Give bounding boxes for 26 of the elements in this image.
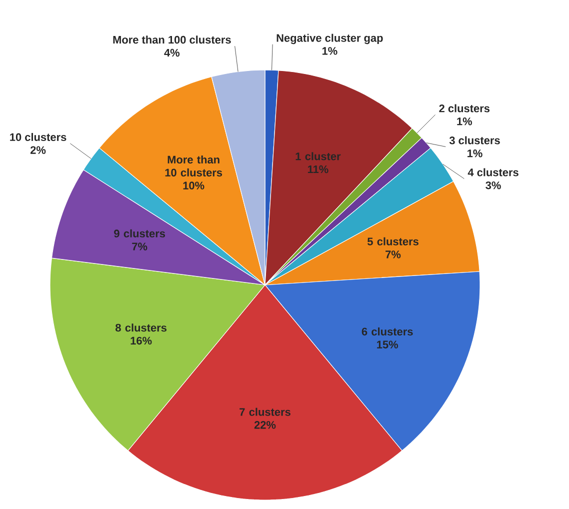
- data-label: 11%: [308, 165, 328, 174]
- data-label: 1%: [468, 150, 482, 158]
- data-label: 22%: [254, 421, 276, 429]
- slice-label: 3 clusters: [449, 136, 500, 144]
- slice-label: 6 clusters: [362, 327, 413, 336]
- data-label: 2%: [30, 146, 46, 154]
- slice-label: Negative cluster gap: [276, 34, 383, 44]
- data-label: 1%: [457, 118, 472, 126]
- data-label: 7%: [132, 242, 148, 250]
- data-label: 3%: [486, 181, 501, 190]
- data-label: 4%: [164, 48, 180, 57]
- data-label: 1%: [322, 47, 338, 55]
- data-label: 15%: [377, 340, 398, 348]
- slice-label: 2 clusters: [439, 104, 490, 112]
- slice-label: 9 clusters: [114, 229, 166, 238]
- slice-label: 1 cluster: [296, 152, 341, 160]
- slice-label: 4 clusters: [468, 168, 518, 176]
- slice-label: 7 clusters: [240, 408, 290, 416]
- slice-label: 8 clusters: [116, 324, 166, 332]
- slice-label: More than 100 clusters: [113, 36, 231, 44]
- data-label: 10%: [183, 182, 204, 190]
- slice-label: 5 clusters: [367, 237, 418, 246]
- slice-label: 10 clusters: [10, 132, 66, 142]
- data-label: 7%: [386, 250, 401, 258]
- data-label: 16%: [130, 336, 152, 345]
- slice-label: More than 10 clusters: [165, 155, 222, 176]
